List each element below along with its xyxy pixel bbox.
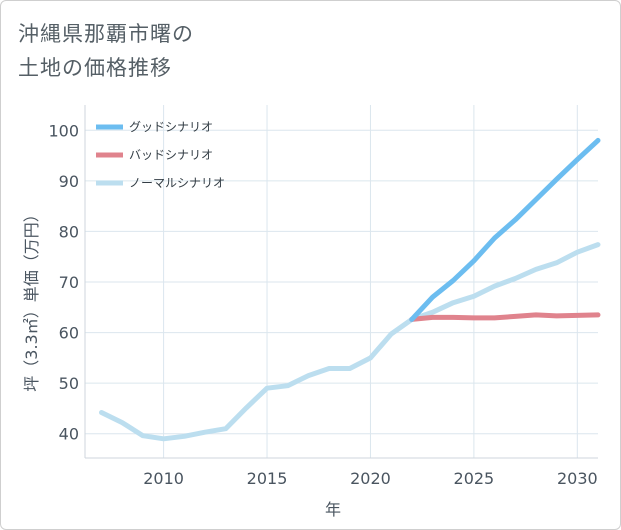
y-tick-label: 90 bbox=[59, 172, 79, 191]
series-line-bad bbox=[409, 312, 601, 322]
x-axis-title: 年 bbox=[325, 500, 341, 519]
series-line-good bbox=[409, 137, 601, 322]
x-tick-label: 2020 bbox=[350, 469, 391, 488]
x-tick-label: 2025 bbox=[454, 469, 495, 488]
series-lines bbox=[99, 137, 601, 442]
y-tick-label: 70 bbox=[59, 273, 79, 292]
y-tick-label: 100 bbox=[48, 121, 79, 140]
chart-title-line1: 沖縄県那覇市曙の bbox=[18, 22, 194, 46]
x-tick-label: 2010 bbox=[143, 469, 184, 488]
y-tick-label: 60 bbox=[59, 324, 79, 343]
y-tick-label: 40 bbox=[59, 425, 79, 444]
x-tick-label: 2015 bbox=[247, 469, 288, 488]
y-tick-label: 80 bbox=[59, 222, 79, 241]
grid bbox=[84, 105, 598, 459]
y-axis-title: 坪（3.3㎡）単価（万円） bbox=[22, 206, 41, 391]
series-line-normal bbox=[99, 242, 601, 442]
y-tick-label: 50 bbox=[59, 374, 79, 393]
axis-ticks: 2010 2015 2020 2025 2030 40 50 60 70 80 90 100 bbox=[48, 121, 597, 488]
x-tick-label: 2030 bbox=[557, 469, 598, 488]
chart-title-line2: 土地の価格推移 bbox=[18, 56, 172, 80]
legend-label: ノーマルシナリオ bbox=[129, 176, 225, 190]
legend-label: バッドシナリオ bbox=[129, 148, 213, 162]
legend-label: グッドシナリオ bbox=[129, 120, 213, 134]
chart-title: 沖縄県那覇市曙の 土地の価格推移 bbox=[18, 17, 194, 85]
